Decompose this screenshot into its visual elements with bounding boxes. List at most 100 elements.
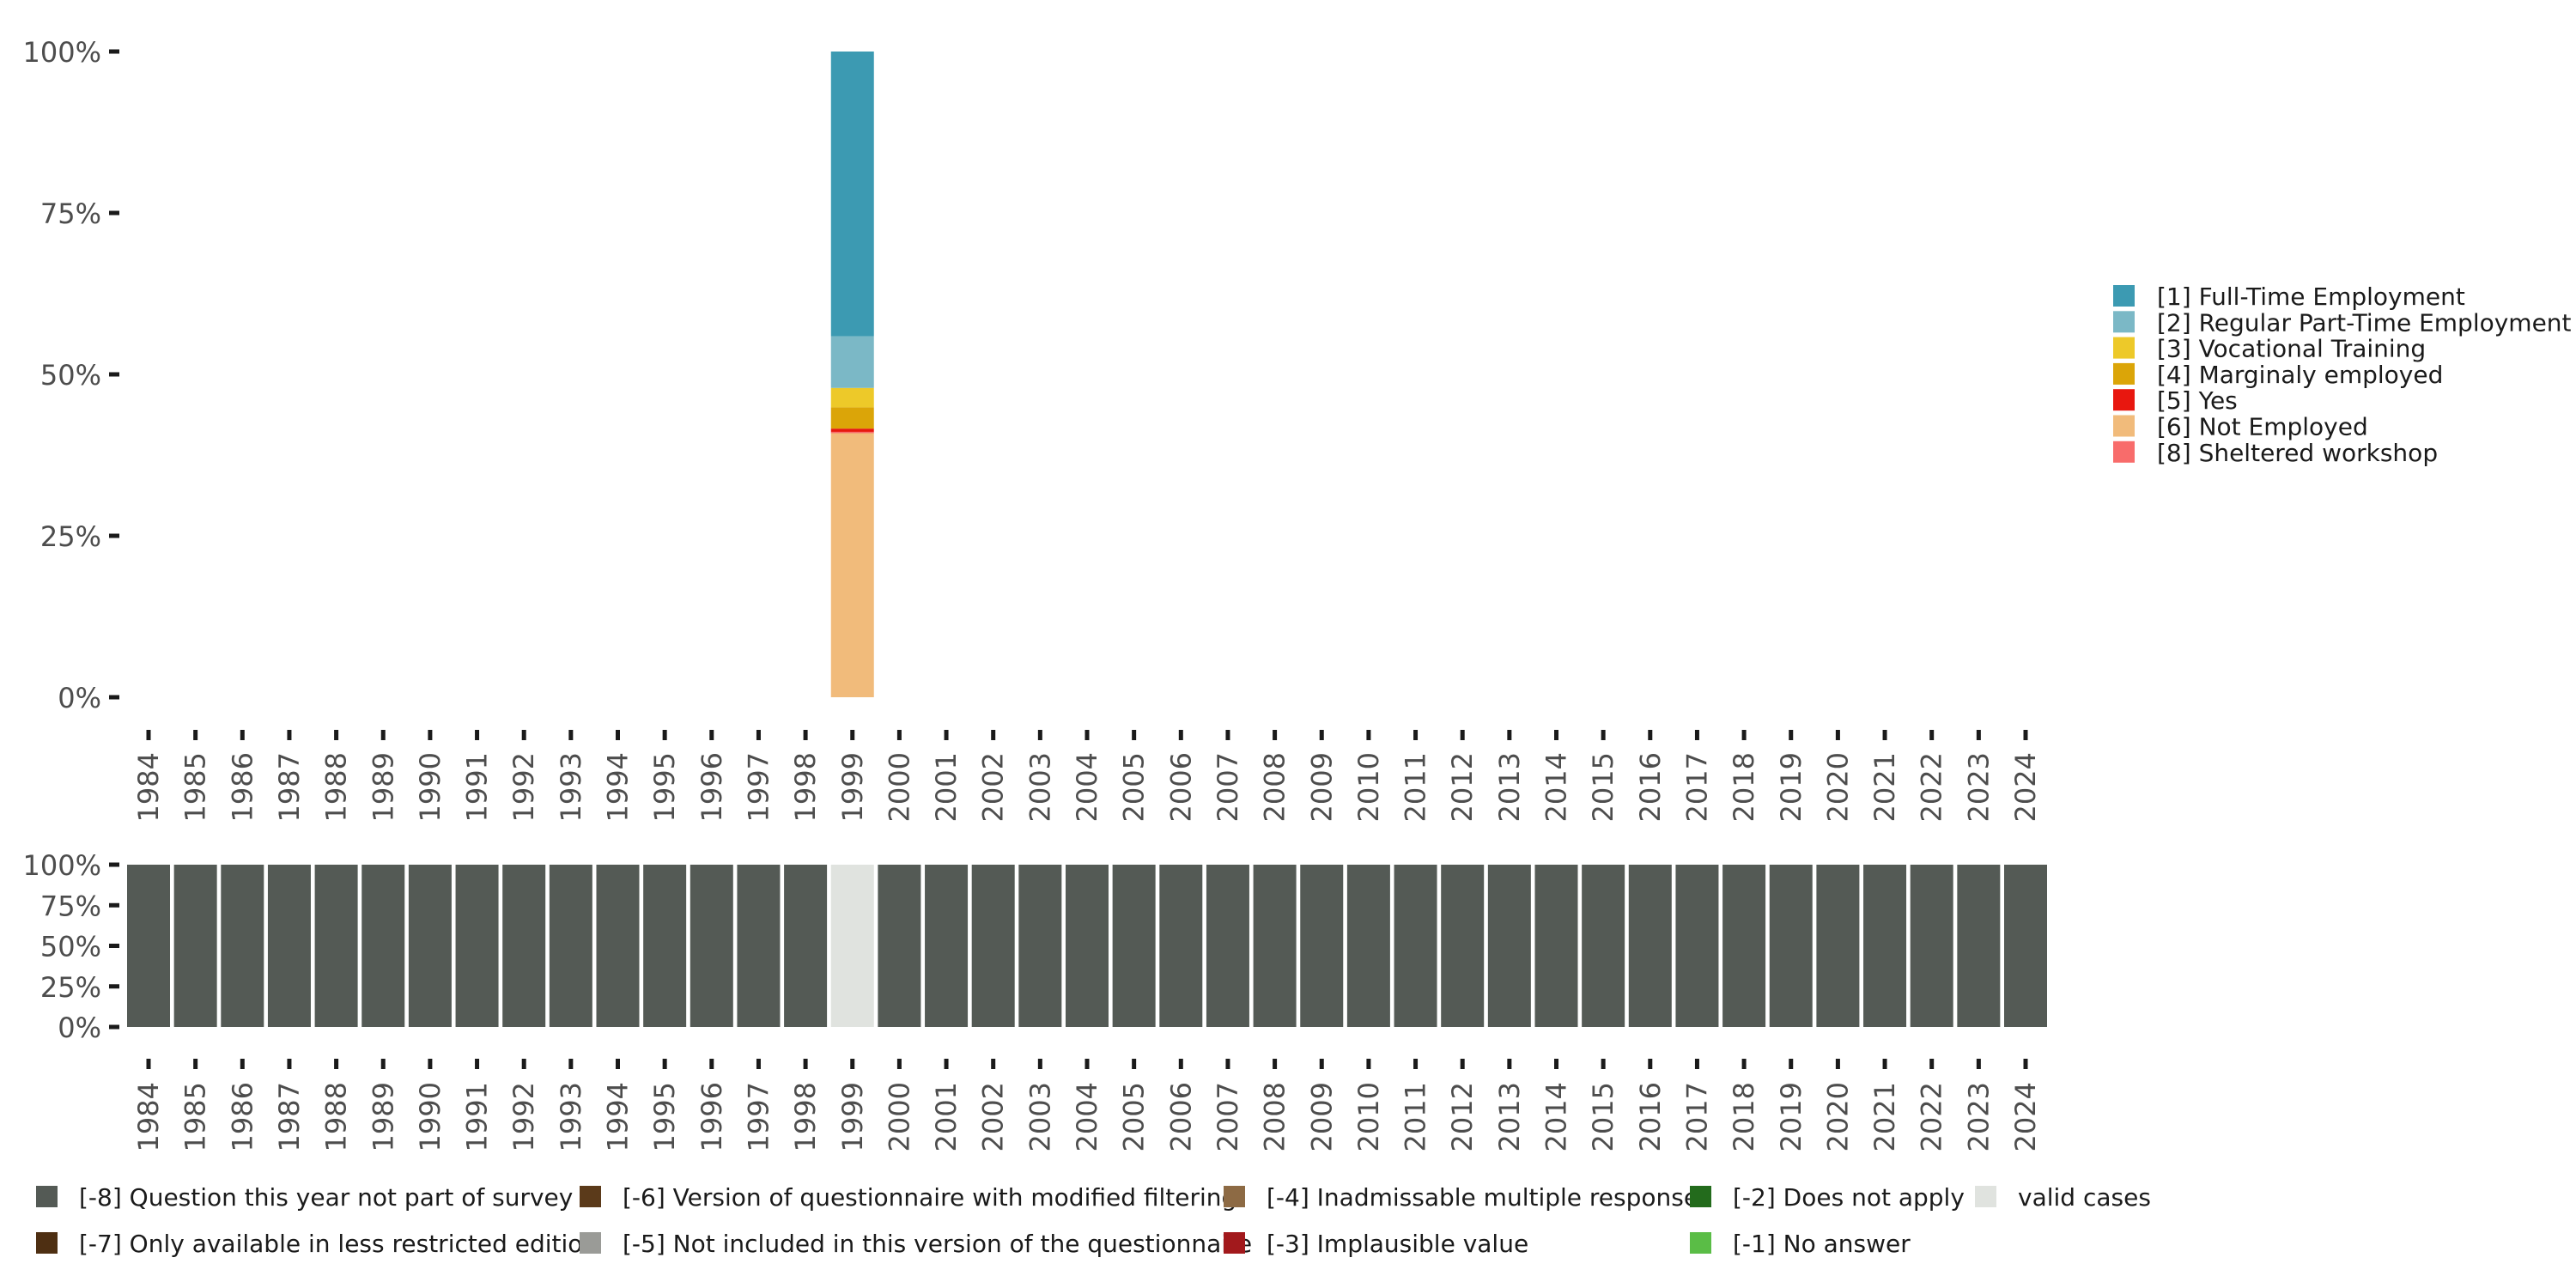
status-bar-8-question-this-year-not-part-of-survey bbox=[1628, 865, 1672, 1027]
x-tick-label: 1999 bbox=[836, 752, 869, 822]
status-bar-8-question-this-year-not-part-of-survey bbox=[1253, 865, 1297, 1027]
x-tick-label: 2020 bbox=[1821, 752, 1854, 822]
x-tick-label: 2010 bbox=[1352, 1082, 1385, 1151]
x-tick-label: 1988 bbox=[320, 1082, 353, 1151]
x-tick-label: 2007 bbox=[1212, 1082, 1244, 1151]
legend-label: [-4] Inadmissable multiple response bbox=[1267, 1183, 1698, 1212]
legend-label: [3] Vocational Training bbox=[2157, 335, 2426, 363]
status-bar-8-question-this-year-not-part-of-survey bbox=[173, 865, 217, 1027]
bar-segment-3-vocational-training bbox=[830, 387, 874, 408]
x-tick-label: 2024 bbox=[2009, 752, 2042, 822]
legend-swatch bbox=[2113, 311, 2135, 333]
y-tick-label: 75% bbox=[40, 890, 101, 922]
legend-swatch bbox=[2113, 362, 2135, 385]
x-tick-label: 2015 bbox=[1587, 1082, 1619, 1151]
y-tick-label: 25% bbox=[40, 971, 101, 1004]
x-tick-label: 2024 bbox=[2009, 1082, 2042, 1151]
x-tick-label: 2017 bbox=[1680, 752, 1713, 822]
x-tick-label: 1984 bbox=[132, 1082, 165, 1151]
bottom-chart: 0% 25% 50% 75% 100% 1984 1985 1986 1987 1988 1989 1… bbox=[23, 849, 2047, 1151]
status-bar-8-question-this-year-not-part-of-survey bbox=[596, 865, 640, 1027]
x-tick-label: 2001 bbox=[930, 1082, 963, 1151]
bar-segment-2-regular-part-time-employment bbox=[830, 336, 874, 388]
status-bar-8-question-this-year-not-part-of-survey bbox=[1441, 865, 1485, 1027]
x-tick-label: 1987 bbox=[273, 752, 306, 822]
status-bar-8-question-this-year-not-part-of-survey bbox=[784, 865, 828, 1027]
x-tick-label: 1994 bbox=[602, 1082, 635, 1151]
x-tick-label: 2003 bbox=[1024, 1082, 1056, 1151]
x-tick-label: 1998 bbox=[789, 752, 822, 822]
x-tick-label: 2018 bbox=[1728, 752, 1760, 822]
y-tick-label: 25% bbox=[40, 520, 101, 553]
x-tick-label: 2019 bbox=[1775, 752, 1807, 822]
status-bar-8-question-this-year-not-part-of-survey bbox=[643, 865, 687, 1027]
legend-swatch bbox=[1690, 1186, 1711, 1207]
status-bar-8-question-this-year-not-part-of-survey bbox=[1534, 865, 1578, 1027]
status-bar-8-question-this-year-not-part-of-survey bbox=[314, 865, 358, 1027]
x-tick-label: 2006 bbox=[1164, 1082, 1197, 1151]
x-tick-label: 2017 bbox=[1680, 1082, 1713, 1151]
x-tick-label: 2000 bbox=[883, 1082, 915, 1151]
x-tick-label: 2015 bbox=[1587, 752, 1619, 822]
legend-swatch bbox=[1975, 1186, 1996, 1207]
status-bar-8-question-this-year-not-part-of-survey bbox=[690, 865, 733, 1027]
bar-segment-8-sheltered-workshop bbox=[830, 431, 874, 434]
x-tick-label: 2018 bbox=[1728, 1082, 1760, 1151]
legend-label: [5] Yes bbox=[2157, 386, 2238, 415]
status-bar-8-question-this-year-not-part-of-survey bbox=[1957, 865, 2001, 1027]
x-tick-label: 1991 bbox=[461, 1082, 494, 1151]
legend-label: [-3] Implausible value bbox=[1267, 1230, 1528, 1258]
x-tick-label: 2016 bbox=[1634, 1082, 1667, 1151]
x-tick-label: 2005 bbox=[1118, 1082, 1151, 1151]
x-tick-label: 1993 bbox=[555, 752, 587, 822]
bar-segment-5-yes bbox=[830, 428, 874, 432]
status-bar-8-question-this-year-not-part-of-survey bbox=[455, 865, 499, 1027]
x-tick-label: 2016 bbox=[1634, 752, 1667, 822]
legend-label: [-5] Not included in this version of the… bbox=[623, 1230, 1252, 1258]
x-tick-label: 2002 bbox=[977, 1082, 1010, 1151]
legend-swatch bbox=[2113, 440, 2135, 463]
x-tick-label: 1992 bbox=[507, 1082, 540, 1151]
x-tick-label: 1990 bbox=[414, 752, 447, 822]
bar-segment-1-full-time-employment bbox=[830, 52, 874, 337]
legend-swatch bbox=[2113, 389, 2135, 411]
legend-label: [-7] Only available in less restricted e… bbox=[79, 1230, 598, 1258]
legend-label: [6] Not Employed bbox=[2157, 413, 2368, 441]
status-bar-8-question-this-year-not-part-of-survey bbox=[1206, 865, 1249, 1027]
status-bar-8-question-this-year-not-part-of-survey bbox=[925, 865, 969, 1027]
x-tick-label: 1997 bbox=[742, 1082, 775, 1151]
status-bar-8-question-this-year-not-part-of-survey bbox=[408, 865, 452, 1027]
y-tick-label: 0% bbox=[58, 682, 101, 714]
status-bar-8-question-this-year-not-part-of-survey bbox=[549, 865, 592, 1027]
x-tick-label: 2008 bbox=[1259, 752, 1291, 822]
x-tick-label: 1999 bbox=[836, 1082, 869, 1151]
legend-label: [1] Full-Time Employment bbox=[2157, 283, 2465, 311]
x-tick-label: 2006 bbox=[1164, 752, 1197, 822]
legend-label: [-6] Version of questionnaire with modif… bbox=[623, 1183, 1236, 1212]
status-bar-8-question-this-year-not-part-of-survey bbox=[1722, 865, 1766, 1027]
legend-label: [8] Sheltered workshop bbox=[2157, 439, 2438, 467]
status-bar-8-question-this-year-not-part-of-survey bbox=[1018, 865, 1062, 1027]
x-tick-label: 1989 bbox=[367, 752, 399, 822]
x-tick-label: 2001 bbox=[930, 752, 963, 822]
legend-swatch bbox=[36, 1186, 58, 1207]
status-bar-8-question-this-year-not-part-of-survey bbox=[1769, 865, 1813, 1027]
status-bar-8-question-this-year-not-part-of-survey bbox=[361, 865, 405, 1027]
status-bar-8-question-this-year-not-part-of-survey bbox=[1159, 865, 1203, 1027]
legend-swatch bbox=[2113, 415, 2135, 437]
x-tick-label: 1993 bbox=[555, 1082, 587, 1151]
legend-label: [-1] No answer bbox=[1733, 1230, 1911, 1258]
x-tick-label: 1995 bbox=[648, 752, 681, 822]
status-bar-8-question-this-year-not-part-of-survey bbox=[1300, 865, 1344, 1027]
x-tick-label: 2023 bbox=[1962, 1082, 1995, 1151]
status-bar-8-question-this-year-not-part-of-survey bbox=[878, 865, 921, 1027]
status-bar-valid-cases bbox=[830, 865, 874, 1027]
legend-label: [-2] Does not apply bbox=[1733, 1183, 1965, 1212]
y-tick-label: 100% bbox=[23, 849, 101, 882]
x-tick-label: 2010 bbox=[1352, 752, 1385, 822]
x-tick-label: 2009 bbox=[1305, 752, 1338, 822]
x-tick-label: 1997 bbox=[742, 752, 775, 822]
status-bar-8-question-this-year-not-part-of-survey bbox=[267, 865, 311, 1027]
x-tick-label: 2019 bbox=[1775, 1082, 1807, 1151]
